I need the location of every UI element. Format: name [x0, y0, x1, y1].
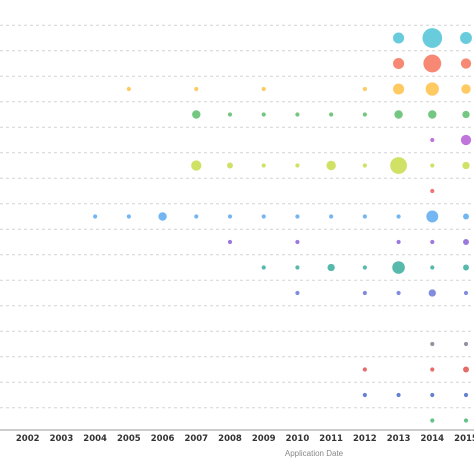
bubble-point: [261, 86, 266, 92]
bubble-point: [463, 239, 469, 245]
bubble-point: [93, 214, 98, 219]
bubble-point: [430, 418, 435, 423]
bubble-point: [295, 290, 300, 296]
bubble-point: [295, 112, 300, 117]
bubble-point: [422, 28, 443, 48]
bubble-point: [295, 239, 300, 245]
bubble-point: [430, 188, 435, 194]
bubble-point: [261, 163, 266, 168]
x-tick-label: 2009: [252, 434, 276, 444]
bubble-point: [430, 341, 435, 347]
bubble-point: [295, 163, 300, 168]
bubble-point: [261, 265, 266, 270]
bubble-point: [327, 263, 335, 272]
bubble-point: [362, 112, 367, 117]
bubble-point: [362, 367, 367, 372]
bubble-point: [392, 261, 405, 274]
x-tick-label: 2004: [83, 434, 107, 444]
bubble-point: [430, 163, 435, 168]
x-tick-label: 2011: [319, 434, 343, 444]
bubble-point: [463, 213, 469, 220]
bubble-point: [463, 341, 469, 347]
x-tick-label: 2006: [151, 434, 175, 444]
bubble-point: [261, 112, 266, 117]
grid-lines: [0, 24, 474, 409]
x-tick-label: 2014: [420, 434, 444, 444]
x-tick-label: 2002: [16, 434, 40, 444]
bubble-point: [362, 290, 367, 296]
bubble-point: [430, 239, 435, 245]
bubble-point: [430, 367, 435, 372]
bubble-point: [393, 32, 405, 44]
bubble-point: [194, 86, 199, 92]
bubble-point: [191, 160, 202, 171]
bubble-point: [295, 265, 300, 270]
bubble-point: [362, 86, 367, 92]
bubble-point: [390, 157, 407, 174]
x-tick-label: 2007: [184, 434, 208, 444]
bubble-point: [430, 392, 435, 398]
bubble-point: [460, 32, 472, 44]
x-tick-label: 2012: [353, 434, 377, 444]
bubble-point: [460, 134, 472, 146]
bubble-point: [227, 162, 233, 169]
bubble-point: [462, 161, 470, 170]
bubble-point: [326, 160, 336, 171]
bubble-point: [329, 112, 334, 117]
x-tick-labels: 1200220032004200520062007200820092010201…: [16, 434, 474, 444]
bubble-point: [430, 137, 435, 143]
bubble-point: [158, 212, 167, 221]
bubble-point: [463, 392, 469, 398]
bubble-point: [393, 83, 405, 95]
bubble-point: [430, 265, 435, 270]
bubble-point: [393, 57, 405, 70]
bubble-point: [362, 392, 367, 398]
bubble-point: [227, 214, 233, 219]
bubble-point: [461, 84, 471, 94]
x-tick-label: 2010: [286, 434, 310, 444]
bubble-point: [227, 112, 233, 117]
bubble-point: [362, 214, 367, 219]
bubble-point: [396, 214, 401, 219]
bubble-point: [423, 54, 442, 73]
bubble-point: [295, 214, 300, 219]
bubble-point: [396, 239, 401, 245]
x-tick-label: 2013: [387, 434, 411, 444]
bubble-point: [194, 214, 199, 219]
bubble-point: [396, 290, 401, 296]
bubble-point: [329, 214, 334, 219]
bubble-point: [192, 110, 201, 119]
bubble-point: [426, 210, 439, 223]
bubble-point: [394, 110, 403, 119]
bubble-point: [428, 110, 437, 119]
x-axis-title: Application Date: [285, 449, 344, 458]
bubble-point: [261, 214, 266, 219]
bubble-point: [462, 110, 470, 119]
bubble-point: [362, 163, 367, 168]
bubble-point: [126, 214, 131, 219]
bubble-point: [425, 82, 439, 96]
bubble-point: [463, 264, 469, 271]
bubble-point: [428, 289, 436, 297]
bubble-point: [463, 366, 469, 373]
bubble-point: [463, 418, 469, 423]
x-tick-label: 2015: [454, 434, 474, 444]
bubble-point: [463, 290, 469, 296]
bubble-point: [396, 392, 401, 398]
x-tick-label: 2005: [117, 434, 141, 444]
x-tick-label: 2008: [218, 434, 242, 444]
x-tick-label: 2003: [50, 434, 74, 444]
bubbles: [93, 28, 472, 423]
bubble-point: [227, 239, 233, 245]
bubble-point: [460, 58, 472, 69]
bubble-point: [126, 86, 131, 92]
bubble-point: [362, 265, 367, 270]
